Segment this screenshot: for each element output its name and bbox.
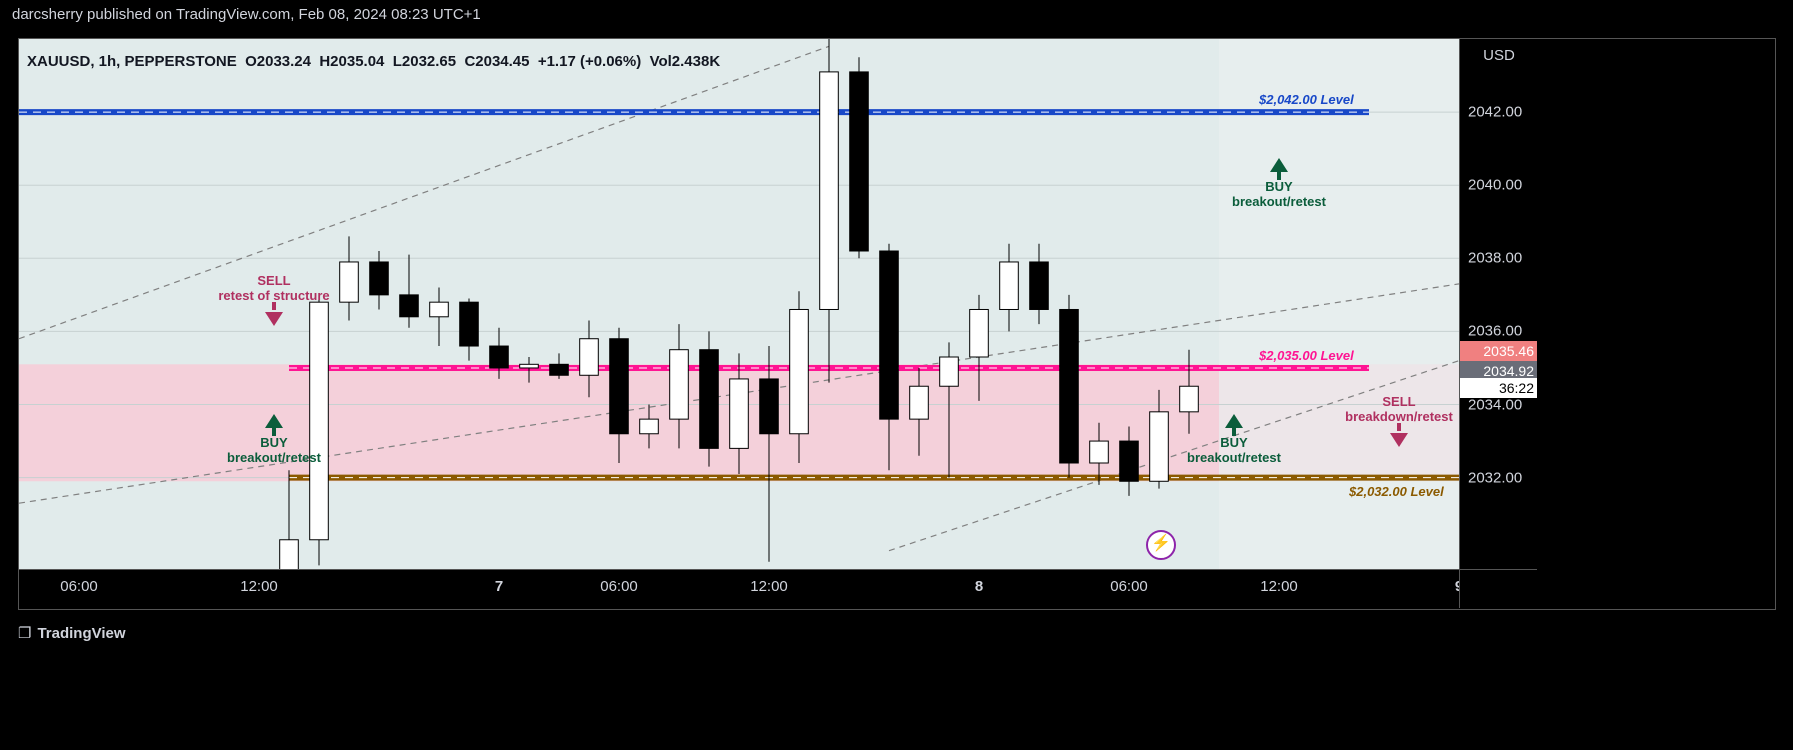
- candle-body[interactable]: [400, 295, 419, 317]
- symbol-info-line: XAUUSD, 1h, PEPPERSTONE O2033.24 H2035.0…: [27, 53, 720, 70]
- publish-header: darcsherry published on TradingView.com,…: [12, 6, 481, 23]
- candle-body[interactable]: [1180, 386, 1199, 412]
- time-tick: 12:00: [750, 578, 788, 595]
- candle-body[interactable]: [1150, 412, 1169, 481]
- candle-body[interactable]: [1090, 441, 1109, 463]
- candle-body[interactable]: [550, 364, 569, 375]
- price-tag: 2035.46: [1460, 341, 1538, 361]
- candle-body[interactable]: [700, 350, 719, 449]
- time-tick: 12:00: [240, 578, 278, 595]
- chart-plot-area[interactable]: XAUUSD, 1h, PEPPERSTONE O2033.24 H2035.0…: [19, 39, 1459, 569]
- candle-body[interactable]: [580, 339, 599, 376]
- time-tick: 06:00: [1110, 578, 1148, 595]
- candle-body[interactable]: [280, 540, 299, 569]
- trendline[interactable]: [19, 46, 829, 338]
- candle-body[interactable]: [970, 309, 989, 357]
- candle-body[interactable]: [730, 379, 749, 448]
- price-tick: 2032.00: [1468, 469, 1522, 486]
- time-tick: 8: [975, 578, 983, 595]
- candle-body[interactable]: [610, 339, 629, 434]
- tradingview-logo: TradingView: [18, 624, 126, 642]
- candle-body[interactable]: [670, 350, 689, 419]
- time-tick: 06:00: [600, 578, 638, 595]
- axis-corner: [1459, 569, 1538, 608]
- price-tick: 2034.00: [1468, 396, 1522, 413]
- candle-body[interactable]: [370, 262, 389, 295]
- candle-body[interactable]: [910, 386, 929, 419]
- candle-body[interactable]: [790, 309, 809, 433]
- time-tick: 12:00: [1260, 578, 1298, 595]
- candle-body[interactable]: [490, 346, 509, 368]
- candle-body[interactable]: [940, 357, 959, 386]
- candle-body[interactable]: [820, 72, 839, 310]
- chart-right-pad: [1537, 39, 1773, 607]
- level-label: $2,032.00 Level: [1349, 484, 1444, 499]
- price-unit: USD: [1460, 47, 1538, 64]
- candle-body[interactable]: [1060, 309, 1079, 463]
- candle-body[interactable]: [430, 302, 449, 317]
- buy-annotation[interactable]: BUYbreakout/retest: [214, 412, 334, 466]
- price-tag: 36:22: [1460, 378, 1538, 398]
- price-tick: 2036.00: [1468, 323, 1522, 340]
- price-tick: 2038.00: [1468, 250, 1522, 267]
- price-axis[interactable]: USD 2042.00 2040.00 2038.00 2036.00 2034.00 2…: [1459, 39, 1538, 569]
- candle-body[interactable]: [1030, 262, 1049, 310]
- level-label: $2,042.00 Level: [1259, 92, 1354, 107]
- buy-annotation[interactable]: BUYbreakout/retest: [1174, 412, 1294, 466]
- candle-body[interactable]: [520, 364, 539, 368]
- time-tick: 06:00: [60, 578, 98, 595]
- candle-body[interactable]: [760, 379, 779, 434]
- sell-annotation[interactable]: SELLbreakdown/retest: [1339, 395, 1459, 449]
- candle-body[interactable]: [850, 72, 869, 251]
- candle-body[interactable]: [640, 419, 659, 434]
- time-axis[interactable]: 06:0012:00706:0012:00806:0012:009: [19, 569, 1459, 608]
- chart-panel: XAUUSD, 1h, PEPPERSTONE O2033.24 H2035.0…: [18, 38, 1776, 610]
- candle-body[interactable]: [1000, 262, 1019, 310]
- candle-body[interactable]: [1120, 441, 1139, 481]
- price-tick: 2042.00: [1468, 104, 1522, 121]
- price-tick: 2040.00: [1468, 177, 1522, 194]
- candle-body[interactable]: [340, 262, 359, 302]
- level-label: $2,035.00 Level: [1259, 348, 1354, 363]
- buy-annotation[interactable]: BUYbreakout/retest: [1219, 156, 1339, 210]
- candle-body[interactable]: [460, 302, 479, 346]
- time-tick: 7: [495, 578, 503, 595]
- sell-annotation[interactable]: SELLretest of structure: [214, 274, 334, 328]
- candle-body[interactable]: [880, 251, 899, 419]
